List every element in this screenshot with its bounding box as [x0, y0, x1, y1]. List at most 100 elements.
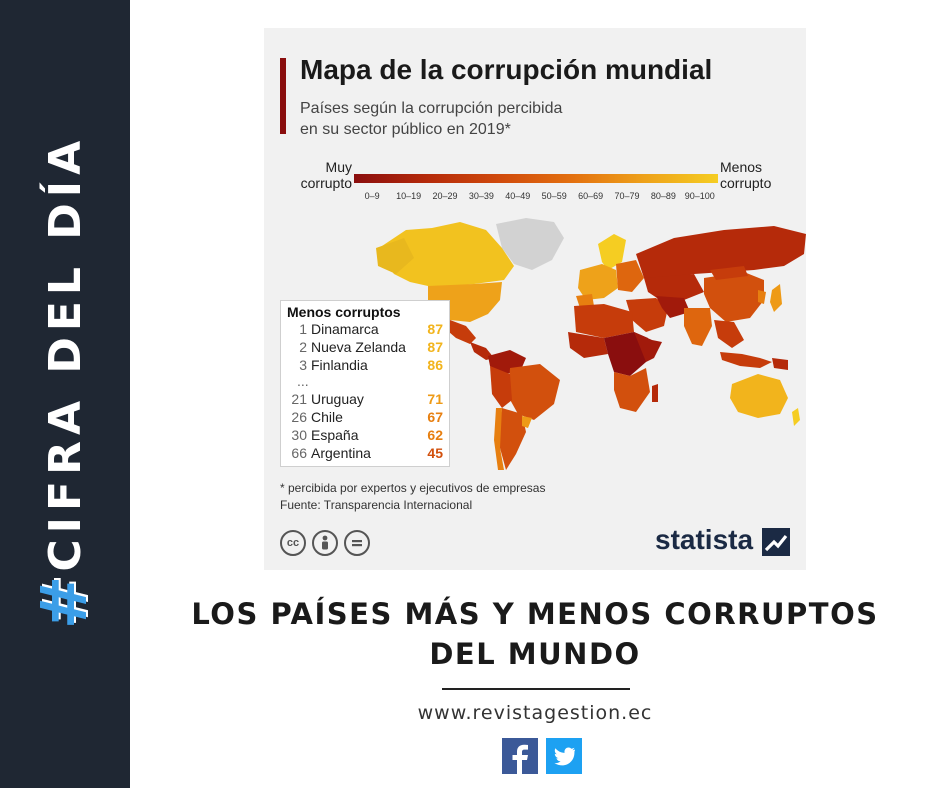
legend-tick-label: 40–49 [505, 191, 531, 201]
legend-label-left: Muy corrupto [284, 159, 352, 191]
headline-line-1: LOS PAÍSES MÁS Y MENOS CORRUPTOS [191, 597, 879, 631]
ranking-score: 86 [427, 357, 443, 373]
canada [382, 222, 514, 286]
website-link[interactable]: www.revistagestion.ec [417, 702, 653, 724]
footnote-line-1: * percibida por expertos y ejecutivos de… [280, 481, 546, 495]
indonesia [720, 352, 772, 368]
central-asia [644, 274, 704, 300]
argentina [500, 408, 526, 470]
headline: LOS PAÍSES MÁS Y MENOS CORRUPTOS DEL MUN… [130, 594, 940, 674]
ranking-score: 45 [427, 445, 443, 461]
china [704, 272, 764, 322]
ranking-score: 87 [427, 321, 443, 337]
infographic-subtitle: Países según la corrupción percibida en … [300, 98, 720, 140]
western-europe [578, 264, 618, 300]
australia [730, 374, 788, 418]
peru-bolivia [490, 366, 512, 408]
sidebar: #CIFRA DEL DÍA [0, 0, 130, 788]
statista-logo-icon [762, 528, 790, 556]
india [684, 308, 712, 346]
middle-east [626, 298, 668, 332]
ranking-row: 66 Argentina 45 [287, 445, 445, 463]
madagascar [652, 384, 658, 402]
brazil [508, 364, 560, 420]
scandinavia [598, 234, 626, 270]
infographic-card: Mapa de la corrupción mundial Países seg… [264, 28, 806, 570]
ranking-rank: 3 [299, 357, 307, 373]
twitter-icon[interactable] [546, 738, 582, 774]
footnote: * percibida por expertos y ejecutivos de… [280, 480, 640, 514]
ranking-row: 26 Chile 67 [287, 409, 445, 427]
legend-left-line-1: Muy [325, 159, 352, 175]
uruguay [522, 416, 532, 428]
legend-label-right: Menos corrupto [720, 159, 802, 191]
subtitle-line-1: Países según la corrupción percibida [300, 100, 563, 117]
west-africa [568, 332, 608, 358]
facebook-icon[interactable] [502, 738, 538, 774]
papua [772, 358, 788, 370]
legend-color-bar [354, 174, 718, 183]
ranking-score: 87 [427, 339, 443, 355]
ranking-rank: 2 [299, 339, 307, 355]
ranking-rank: 30 [291, 427, 307, 443]
east-africa [634, 332, 662, 362]
ranking-country: Chile [311, 409, 343, 425]
alaska [376, 238, 414, 274]
ranking-country: Argentina [311, 445, 371, 461]
greenland [496, 218, 564, 270]
ranking-row: 21 Uruguay 71 [287, 391, 445, 409]
subtitle-line-2: en su sector público en 2019* [300, 121, 511, 138]
legend-tick-label: 60–69 [578, 191, 604, 201]
legend-right-line-2: corrupto [720, 175, 772, 191]
ranking-rank: 66 [291, 445, 307, 461]
title-accent-bar [280, 58, 286, 134]
mongolia [710, 266, 748, 280]
central-america [470, 342, 494, 360]
korea [758, 290, 766, 304]
ranking-score: 62 [427, 427, 443, 443]
hash-icon: # [28, 575, 102, 630]
ranking-rank: 21 [291, 391, 307, 407]
legend-left-line-2: corrupto [300, 175, 352, 191]
russia [636, 226, 806, 278]
iran-afghanistan [656, 296, 690, 318]
spain [576, 294, 594, 308]
ranking-row: 3 Finlandia 86 [287, 357, 445, 375]
legend-right-line-1: Menos [720, 159, 763, 175]
ranking-country: España [311, 427, 359, 443]
legend-tick-label: 70–79 [614, 191, 640, 201]
ranking-country: Dinamarca [311, 321, 379, 337]
japan [770, 284, 782, 312]
ranking-country: Nueva Zelanda [311, 339, 406, 355]
legend-tick-label: 30–39 [468, 191, 494, 201]
new-zealand [792, 408, 800, 426]
legend-tick-label: 50–59 [541, 191, 567, 201]
cc-license-icon: cc [280, 530, 306, 556]
ranking-score: 71 [427, 391, 443, 407]
world-map [376, 218, 806, 470]
north-africa [574, 304, 634, 338]
ranking-row: 1 Dinamarca 87 [287, 321, 445, 339]
ranking-rank: 1 [299, 321, 307, 337]
ranking-row: 2 Nueva Zelanda 87 [287, 339, 445, 357]
legend-tick-label: 80–89 [650, 191, 676, 201]
southern-africa [614, 368, 650, 412]
ranking-row: 30 España 62 [287, 427, 445, 445]
ranking-country: Finlandia [311, 357, 368, 373]
ranking-heading: Menos corruptos [287, 304, 401, 320]
legend-tick-label: 0–9 [364, 191, 380, 201]
legend-tick-label: 10–19 [396, 191, 422, 201]
ranking-country: Uruguay [311, 391, 364, 407]
central-africa [604, 332, 648, 376]
infographic-title: Mapa de la corrupción mundial [300, 54, 713, 85]
chile [494, 408, 504, 470]
eastern-europe [616, 260, 644, 292]
legend-ticks: 0–9 10–19 20–29 30–39 40–49 50–59 60–69 70–79 80… [354, 191, 718, 203]
ranking-rank: 26 [291, 409, 307, 425]
vertical-label: #CIFRA DEL DÍA [28, 135, 102, 629]
legend-tick-label: 90–100 [684, 191, 715, 201]
ranking-score: 67 [427, 409, 443, 425]
statista-logo-text: statista [655, 524, 754, 555]
ranking-ellipsis: ... [297, 373, 309, 389]
divider [442, 688, 630, 690]
